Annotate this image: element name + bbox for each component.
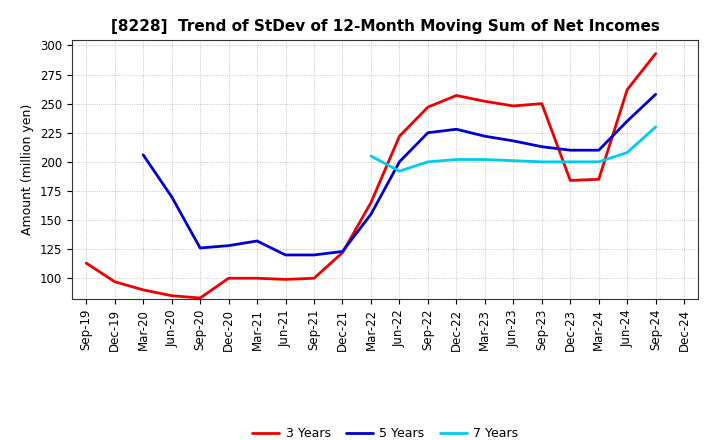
7 Years	[452, 157, 461, 162]
7 Years	[509, 158, 518, 163]
5 Years	[480, 134, 489, 139]
3 Years	[366, 200, 375, 205]
3 Years	[652, 51, 660, 56]
3 Years	[338, 250, 347, 255]
5 Years	[167, 194, 176, 199]
3 Years	[253, 275, 261, 281]
7 Years	[480, 157, 489, 162]
5 Years	[652, 92, 660, 97]
5 Years	[595, 147, 603, 153]
3 Years	[452, 93, 461, 98]
3 Years	[167, 293, 176, 298]
5 Years	[253, 238, 261, 244]
5 Years	[139, 152, 148, 158]
Y-axis label: Amount (million yen): Amount (million yen)	[22, 104, 35, 235]
5 Years	[623, 118, 631, 124]
3 Years	[225, 275, 233, 281]
3 Years	[110, 279, 119, 284]
3 Years	[537, 101, 546, 106]
7 Years	[366, 154, 375, 159]
3 Years	[82, 260, 91, 266]
5 Years	[566, 147, 575, 153]
Line: 5 Years: 5 Years	[143, 94, 656, 255]
5 Years	[338, 249, 347, 254]
Line: 3 Years: 3 Years	[86, 54, 656, 298]
3 Years	[196, 295, 204, 301]
7 Years	[423, 159, 432, 165]
3 Years	[566, 178, 575, 183]
7 Years	[623, 150, 631, 155]
5 Years	[225, 243, 233, 248]
3 Years	[310, 275, 318, 281]
5 Years	[423, 130, 432, 136]
3 Years	[595, 176, 603, 182]
5 Years	[395, 159, 404, 165]
7 Years	[652, 124, 660, 129]
3 Years	[139, 287, 148, 293]
7 Years	[566, 159, 575, 165]
5 Years	[196, 246, 204, 251]
3 Years	[623, 87, 631, 92]
Title: [8228]  Trend of StDev of 12-Month Moving Sum of Net Incomes: [8228] Trend of StDev of 12-Month Moving…	[111, 19, 660, 34]
5 Years	[366, 212, 375, 217]
5 Years	[537, 144, 546, 149]
5 Years	[509, 138, 518, 143]
5 Years	[452, 127, 461, 132]
3 Years	[480, 99, 489, 104]
5 Years	[282, 252, 290, 257]
7 Years	[537, 159, 546, 165]
5 Years	[310, 252, 318, 257]
Legend: 3 Years, 5 Years, 7 Years: 3 Years, 5 Years, 7 Years	[247, 422, 523, 440]
7 Years	[595, 159, 603, 165]
3 Years	[282, 277, 290, 282]
3 Years	[395, 134, 404, 139]
Line: 7 Years: 7 Years	[371, 127, 656, 171]
7 Years	[395, 169, 404, 174]
3 Years	[509, 103, 518, 109]
3 Years	[423, 104, 432, 110]
